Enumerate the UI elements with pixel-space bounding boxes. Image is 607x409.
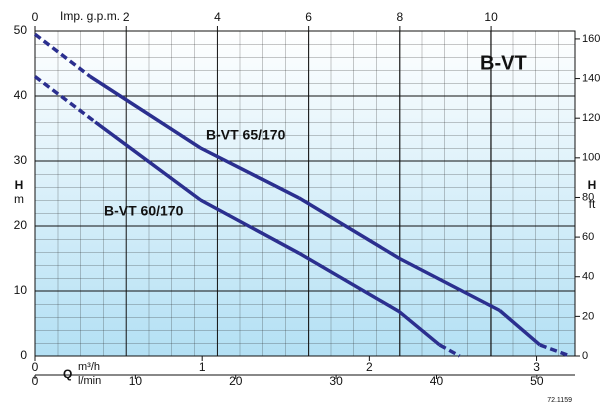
curve-segment <box>498 309 542 347</box>
top-axis-label: Imp. g.p.m. <box>60 9 120 23</box>
x2-tick-label: 50 <box>530 374 544 388</box>
y-axis-label: H <box>15 178 24 192</box>
curve-segment <box>199 146 300 200</box>
x-tick-label: 1 <box>199 360 206 374</box>
figure-code: 72.1159 <box>547 397 572 404</box>
y2-tick-label: 80 <box>582 191 594 203</box>
y2-tick-label: 40 <box>582 271 594 283</box>
curve-segment <box>298 251 401 314</box>
y2-tick-label: 20 <box>582 310 594 322</box>
curve-segment <box>33 32 92 78</box>
x3-tick-label: 4 <box>214 10 221 24</box>
curve-segment <box>199 198 300 255</box>
y2-tick-label: 0 <box>582 350 588 362</box>
y-tick-label: 30 <box>14 153 28 167</box>
y2-tick-label: 60 <box>582 231 594 243</box>
y-tick-label: 10 <box>14 283 28 297</box>
y2-axis-label: H <box>588 178 597 192</box>
x-tick-label: 2 <box>366 360 373 374</box>
curve-label: B-VT 65/170 <box>206 127 286 143</box>
curve-segment <box>89 75 202 150</box>
x2-tick-label: 20 <box>229 374 243 388</box>
x-tick-label: 0 <box>32 360 39 374</box>
x2-axis-unit: l/min <box>78 375 101 387</box>
curve-segment <box>398 256 501 313</box>
x-axis-unit: m³/h <box>78 361 100 373</box>
y-tick-label: 40 <box>14 88 28 102</box>
y-tick-label: 0 <box>20 348 27 362</box>
curve-label: B-VT 60/170 <box>104 203 184 219</box>
plot-frame <box>34 30 576 357</box>
y2-tick-label: 100 <box>582 152 600 164</box>
x3-tick-label: 10 <box>484 10 498 24</box>
y2-tick-label: 120 <box>582 112 600 124</box>
x2-tick-label: 40 <box>430 374 444 388</box>
x3-tick-label: 6 <box>305 10 312 24</box>
x-tick-label: 3 <box>533 360 540 374</box>
x-axis-label: Q <box>63 367 72 381</box>
y2-tick-label: 160 <box>582 33 600 45</box>
y-tick-label: 20 <box>14 218 28 232</box>
y2-axis-unit: ft <box>589 197 596 211</box>
curve-segment <box>298 196 401 260</box>
x3-tick-label: 8 <box>397 10 404 24</box>
x3-tick-label: 0 <box>32 10 39 24</box>
x2-tick-label: 10 <box>129 374 143 388</box>
curve-segment <box>94 120 202 202</box>
curve-segment <box>539 343 571 358</box>
chart-title: B-VT <box>480 52 527 74</box>
curve-segment <box>438 343 461 358</box>
curve-segment <box>33 75 97 124</box>
x2-tick-label: 0 <box>32 374 39 388</box>
x3-tick-label: 2 <box>123 10 130 24</box>
y2-tick-label: 140 <box>582 72 600 84</box>
y-tick-label: 50 <box>14 23 28 37</box>
curve-segment <box>398 310 441 347</box>
x2-tick-label: 30 <box>329 374 343 388</box>
y-axis-unit: m <box>14 192 24 206</box>
